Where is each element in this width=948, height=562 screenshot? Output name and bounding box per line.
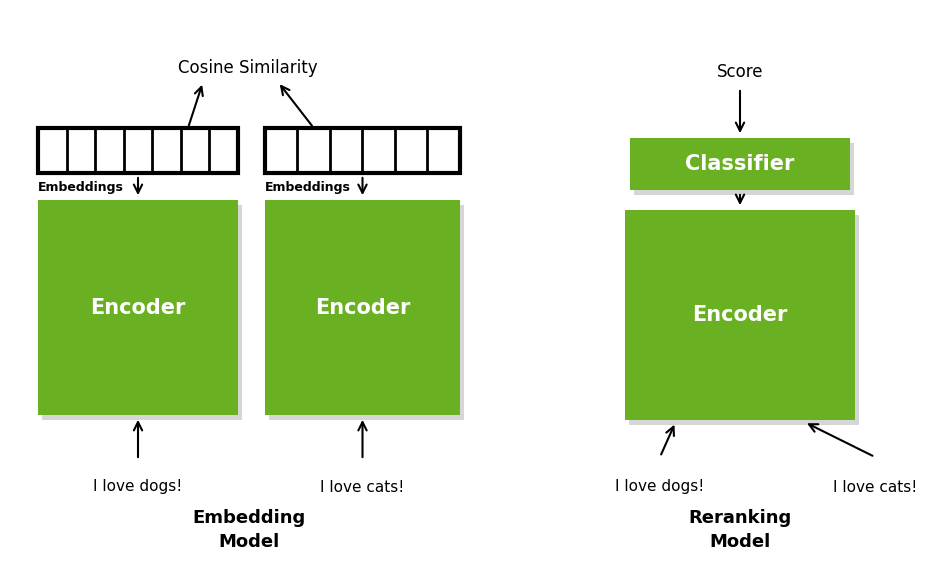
Bar (38, 128, 238, 173)
Bar (42, 205, 242, 420)
Text: I love cats!: I love cats! (833, 479, 917, 495)
Bar (630, 138, 850, 190)
Bar (629, 215, 859, 425)
Text: Classifier: Classifier (685, 154, 794, 174)
Text: I love cats!: I love cats! (320, 479, 405, 495)
Bar (625, 210, 855, 420)
Bar (265, 200, 460, 415)
Text: Encoder: Encoder (315, 297, 410, 318)
Text: Encoder: Encoder (692, 305, 788, 325)
Bar (269, 205, 464, 420)
Text: I love dogs!: I love dogs! (93, 479, 183, 495)
Bar (265, 128, 460, 173)
Text: Score: Score (717, 63, 763, 81)
Text: Embeddings: Embeddings (38, 181, 124, 194)
Text: I love dogs!: I love dogs! (615, 479, 704, 495)
Bar (634, 143, 854, 195)
Text: Reranking
Model: Reranking Model (688, 509, 792, 551)
Text: Embeddings: Embeddings (265, 181, 351, 194)
Bar (38, 200, 238, 415)
Text: Cosine Similarity: Cosine Similarity (178, 59, 318, 77)
Text: Encoder: Encoder (90, 297, 186, 318)
Text: Embedding
Model: Embedding Model (192, 509, 305, 551)
